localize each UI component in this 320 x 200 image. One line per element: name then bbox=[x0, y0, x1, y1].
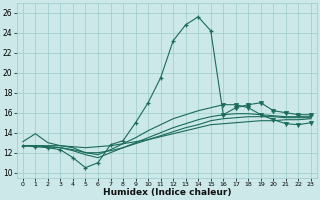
X-axis label: Humidex (Indice chaleur): Humidex (Indice chaleur) bbox=[103, 188, 231, 197]
